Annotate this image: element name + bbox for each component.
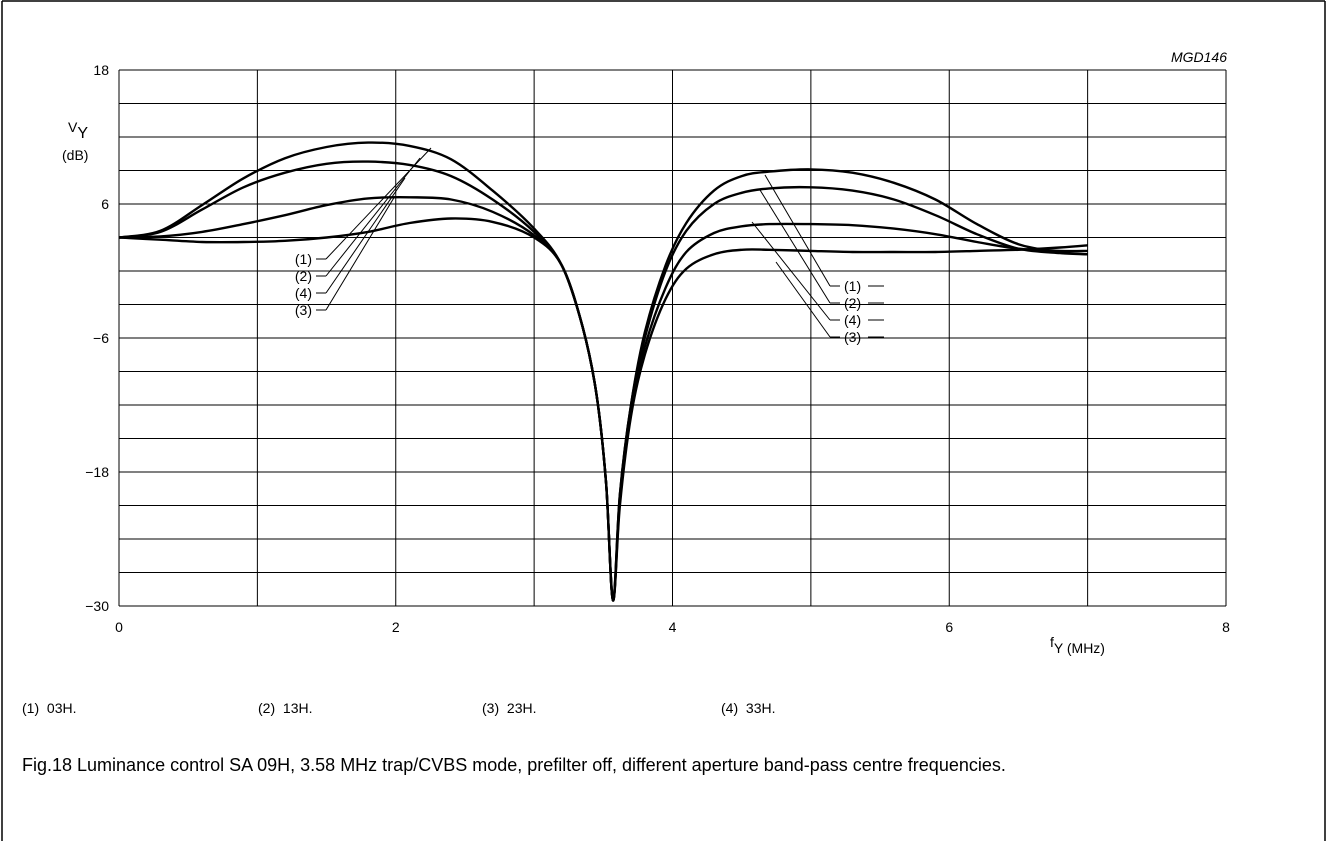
- legend-key: (1): [22, 700, 40, 716]
- x-tick-label: 0: [115, 619, 123, 635]
- curve-label-left: (4): [295, 285, 312, 301]
- leader-line-right: [775, 261, 831, 338]
- series-line-3: [118, 217, 1088, 602]
- legend-key: (4): [721, 700, 739, 716]
- leader-line-right: [764, 174, 831, 287]
- x-axis-label-sub: Y: [1054, 640, 1064, 656]
- series-line-4: [118, 196, 1088, 602]
- curve-label-right: (1): [844, 278, 861, 294]
- curve-label-right: (3): [844, 329, 861, 345]
- y-tick-label: −6: [93, 330, 109, 346]
- x-axis-label-unit: (MHz): [1063, 640, 1105, 656]
- leader-line-left: [325, 195, 396, 311]
- curve-label-right: (2): [844, 295, 861, 311]
- y-axis-label-main: V: [68, 119, 78, 135]
- legend-item-1: (1) 03H.: [22, 700, 76, 716]
- y-tick-label: 6: [101, 196, 109, 212]
- tick-labels: 0 2 4 6 8 18 6 −6 −18 −30: [85, 62, 1230, 635]
- curve-annotations: (1)(2)(4)(3)(1)(2)(4)(3): [295, 147, 884, 345]
- legend-key: (2): [258, 700, 276, 716]
- leader-line-left: [325, 177, 406, 294]
- grid: [118, 69, 1227, 607]
- legend-item-2: (2) 13H.: [258, 700, 312, 716]
- leader-line-right: [751, 221, 831, 321]
- leader-line-right: [759, 189, 831, 304]
- legend-text: 33H.: [745, 700, 776, 716]
- x-tick-label: 2: [392, 619, 400, 635]
- legend-item-4: (4) 33H.: [721, 700, 775, 716]
- figure-caption: Fig.18 Luminance control SA 09H, 3.58 MH…: [22, 755, 1006, 775]
- y-axis-label-sub: Y: [77, 125, 88, 142]
- figure-id: MGD146: [1171, 49, 1227, 65]
- curves: [118, 141, 1088, 602]
- x-tick-label: 6: [945, 619, 953, 635]
- y-tick-label: 18: [93, 62, 109, 78]
- x-tick-label: 8: [1222, 619, 1230, 635]
- curve-label-left: (3): [295, 302, 312, 318]
- legend-text: 13H.: [282, 700, 313, 716]
- curve-label-right: (4): [844, 312, 861, 328]
- x-axis-label-main: f: [1050, 634, 1054, 650]
- y-tick-label: −18: [85, 464, 109, 480]
- leader-line-left: [325, 157, 421, 277]
- series-line-2: [118, 160, 1088, 602]
- y-axis-unit: (dB): [62, 147, 88, 163]
- curve-label-left: (2): [295, 268, 312, 284]
- legend-text: 23H.: [506, 700, 537, 716]
- legend-key: (3): [482, 700, 500, 716]
- y-axis-label: VY: [68, 119, 88, 142]
- legend-text: 03H.: [46, 700, 77, 716]
- y-tick-label: −30: [85, 598, 109, 614]
- curve-label-left: (1): [295, 251, 312, 267]
- x-axis-label: fY (MHz): [1050, 634, 1105, 656]
- legend-item-3: (3) 23H.: [482, 700, 536, 716]
- x-tick-label: 4: [669, 619, 677, 635]
